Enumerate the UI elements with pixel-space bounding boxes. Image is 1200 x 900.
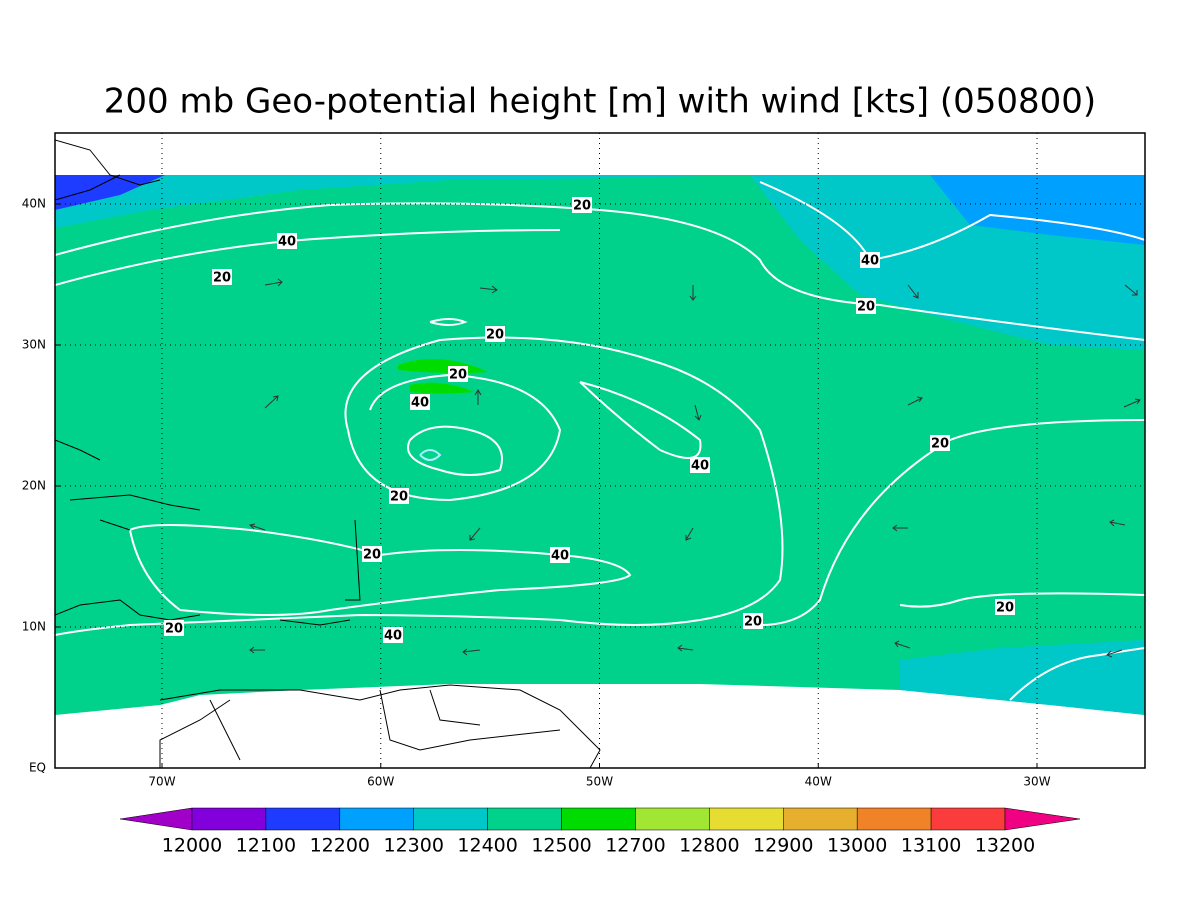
contour-label: 20 xyxy=(363,548,381,563)
coastline xyxy=(55,139,601,768)
colorbar-box xyxy=(265,807,341,831)
contour-label: 20 xyxy=(213,271,231,286)
lon-label: 40W xyxy=(805,775,832,789)
colorbar-box xyxy=(339,807,414,831)
colorbar-label: 12300 xyxy=(384,835,444,857)
colorbar-label: 12700 xyxy=(605,835,665,857)
contour-label: 20 xyxy=(857,300,875,315)
lat-label: EQ xyxy=(29,761,46,775)
contour-label: 40 xyxy=(411,396,429,411)
lon-label: 30W xyxy=(1023,775,1050,789)
wind-arrows xyxy=(248,278,1141,658)
field-teal xyxy=(900,640,1145,715)
lat-label: 40N xyxy=(22,197,46,211)
colorbar-box xyxy=(783,807,858,831)
title: 200 mb Geo-potential height [m] with win… xyxy=(104,82,1096,122)
colorbar-label: 12800 xyxy=(679,835,739,857)
contour-label-bg xyxy=(212,269,232,285)
lon-label: 70W xyxy=(148,775,175,789)
graticule: 70W 60W 50W 40W 30W EQ 10N 20N 30N 40N xyxy=(22,133,1145,789)
field-teal xyxy=(55,175,750,228)
colorbar-label: 12500 xyxy=(531,835,591,857)
colorbar-box xyxy=(856,807,932,831)
contour-label-bg xyxy=(389,488,409,504)
colorbar-label: 12900 xyxy=(753,835,813,857)
contour-label: 20 xyxy=(390,490,408,505)
colorbar-box xyxy=(709,807,784,831)
colorbar: 12000 12100 12200 12300 12400 12500 12700 12800… xyxy=(119,807,1081,857)
lon-label: 50W xyxy=(586,775,613,789)
contour-label: 40 xyxy=(551,549,569,564)
colorbar-label: 12000 xyxy=(162,835,222,857)
contour-label: 40 xyxy=(384,629,402,644)
contour-label-bg xyxy=(550,547,570,563)
colorbar-box xyxy=(635,807,710,831)
contour-label-bg xyxy=(860,252,880,268)
contour-label: 20 xyxy=(165,622,183,637)
colorbar-triangle xyxy=(1004,807,1081,831)
colorbar-label: 12100 xyxy=(236,835,296,857)
contour-label-bg xyxy=(448,366,468,382)
contour-label-bg xyxy=(383,627,403,643)
lat-label: 10N xyxy=(22,620,46,634)
contour-label: 20 xyxy=(486,328,504,343)
contour-label: 20 xyxy=(931,437,949,452)
colorbar-box xyxy=(930,807,1006,831)
contour-labels: 20 40 20 40 20 20 20 40 40 20 20 20 40 20 20 20 40 xyxy=(164,197,1015,644)
contour-label-bg xyxy=(743,613,763,629)
colorbar-label: 12200 xyxy=(310,835,370,857)
contour-label-bg xyxy=(930,435,950,451)
colorbar-label: 13000 xyxy=(827,835,887,857)
colorbar-label: 13200 xyxy=(975,835,1035,857)
contour-label-bg xyxy=(856,298,876,314)
contour-label: 20 xyxy=(573,199,591,214)
contour-label-bg xyxy=(277,233,297,249)
colorbar-box xyxy=(191,807,267,831)
colorbar-label: 12400 xyxy=(457,835,517,857)
contour-label: 20 xyxy=(449,368,467,383)
contour-label: 20 xyxy=(996,601,1014,616)
contour-label: 40 xyxy=(278,235,296,250)
lat-label: 30N xyxy=(22,338,46,352)
contour-label: 40 xyxy=(861,254,879,269)
contour-label: 20 xyxy=(744,615,762,630)
contour-label-bg xyxy=(995,599,1015,615)
contour-label-bg xyxy=(572,197,592,213)
contour-label-bg xyxy=(485,326,505,342)
contour-label-bg xyxy=(410,394,430,410)
contour-label-bg xyxy=(690,457,710,473)
map-frame xyxy=(54,132,1146,769)
contour-label-bg xyxy=(164,620,184,636)
colorbar-box xyxy=(487,807,562,831)
lat-label: 20N xyxy=(22,479,46,493)
colorbar-box xyxy=(561,807,636,831)
contour-label-bg xyxy=(362,546,382,562)
lon-label: 60W xyxy=(367,775,394,789)
colorbar-label: 13100 xyxy=(901,835,961,857)
colorbar-box xyxy=(413,807,488,831)
contour-label: 40 xyxy=(691,459,709,474)
colorbar-triangle xyxy=(119,807,193,831)
